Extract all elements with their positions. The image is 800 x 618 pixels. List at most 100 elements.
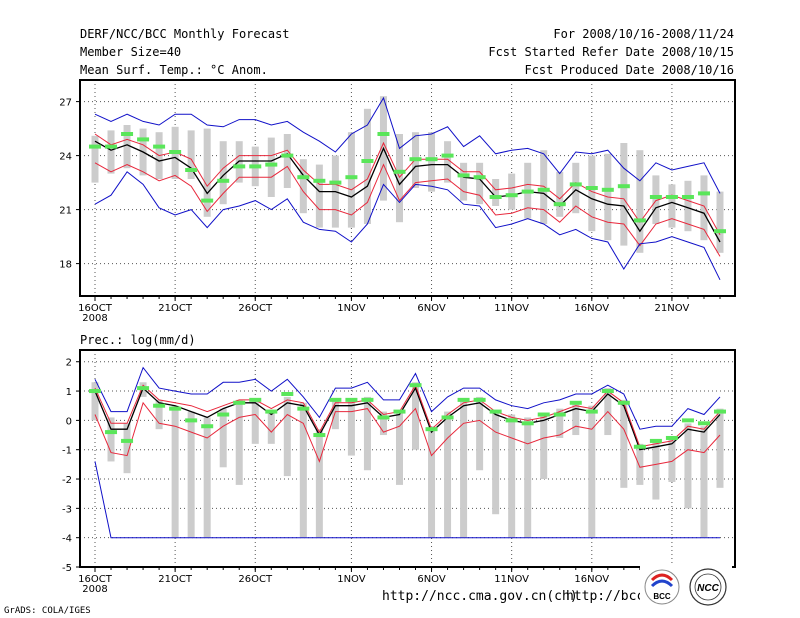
range-bar bbox=[620, 399, 628, 488]
observed-marker bbox=[217, 178, 230, 183]
observed-marker bbox=[569, 400, 582, 405]
observed-marker bbox=[297, 175, 310, 180]
range-bar bbox=[251, 399, 259, 444]
observed-marker bbox=[377, 132, 390, 136]
observed-marker bbox=[233, 164, 246, 169]
observed-marker bbox=[121, 132, 134, 136]
range-bar bbox=[283, 134, 291, 188]
member-size: Member Size=40 bbox=[80, 45, 182, 59]
range-bar bbox=[107, 417, 115, 462]
observed-marker bbox=[441, 153, 454, 158]
observed-marker bbox=[361, 397, 374, 402]
series-line-ensemble-min bbox=[94, 461, 720, 539]
observed-marker bbox=[425, 157, 438, 162]
observed-marker bbox=[601, 187, 614, 192]
range-bar bbox=[588, 405, 596, 538]
precip-label: Prec.: log(mm/d) bbox=[80, 333, 196, 347]
series-line-lower-spread bbox=[94, 162, 721, 257]
observed-marker bbox=[281, 153, 294, 158]
observed-marker bbox=[473, 175, 486, 180]
start-date: Fcst Started Refer Date 2008/10/15 bbox=[488, 45, 734, 59]
range-bar bbox=[428, 426, 436, 538]
observed-marker bbox=[697, 421, 710, 426]
range-bar bbox=[652, 440, 660, 500]
range-bar bbox=[91, 135, 99, 183]
observed-marker bbox=[153, 403, 166, 408]
plot-frame bbox=[79, 349, 736, 568]
observed-marker bbox=[665, 435, 678, 440]
range-bar bbox=[187, 130, 195, 179]
observed-marker bbox=[409, 157, 422, 162]
range-bar bbox=[620, 143, 628, 246]
observed-marker bbox=[714, 229, 726, 234]
range-bar bbox=[668, 184, 676, 228]
ncc-url[interactable]: http://ncc.cma.gov.cn(ch) bbox=[382, 589, 578, 604]
observed-marker bbox=[201, 198, 214, 203]
series-line-upper-spread bbox=[94, 384, 721, 448]
x-tick-label: 16OCT bbox=[78, 303, 113, 314]
range-bar bbox=[700, 175, 708, 241]
observed-marker bbox=[617, 400, 630, 405]
observed-marker bbox=[233, 400, 246, 405]
range-bar bbox=[123, 423, 131, 474]
range-bar bbox=[123, 125, 131, 169]
plot-frame bbox=[79, 79, 736, 297]
observed-marker bbox=[585, 409, 598, 414]
forecast-period: For 2008/10/16-2008/11/24 bbox=[553, 27, 734, 41]
observed-marker bbox=[89, 389, 101, 394]
observed-marker bbox=[489, 195, 502, 199]
series-line-ensemble-mean bbox=[94, 140, 721, 243]
produced-date: Fcst Produced Date 2008/10/16 bbox=[524, 63, 734, 77]
series-line-ensemble-max bbox=[94, 96, 721, 194]
observed-marker bbox=[185, 168, 198, 172]
range-bar bbox=[219, 408, 227, 468]
observed-marker bbox=[649, 438, 662, 443]
observed-marker bbox=[409, 383, 422, 388]
observed-marker bbox=[137, 137, 150, 142]
bcc-logo-text: BCC bbox=[653, 592, 671, 601]
range-bar bbox=[460, 162, 468, 201]
y-tick-label: -2 bbox=[62, 475, 72, 486]
variable-label: Mean Surf. Temp.: °C Anom. bbox=[80, 63, 268, 77]
logo-area: BCC NCC bbox=[640, 566, 732, 608]
observed-marker bbox=[649, 195, 662, 199]
bcc-url[interactable]: http://bcc.c bbox=[566, 589, 660, 604]
observed-marker bbox=[714, 409, 726, 414]
range-bar bbox=[315, 164, 323, 228]
range-bar bbox=[572, 402, 580, 436]
range-bar bbox=[203, 417, 211, 538]
ncc-logo-text: NCC bbox=[697, 583, 719, 594]
observed-marker bbox=[89, 144, 101, 149]
range-bar bbox=[636, 443, 644, 485]
observed-marker bbox=[505, 418, 518, 423]
observed-marker bbox=[441, 415, 454, 420]
range-bar bbox=[460, 399, 468, 538]
range-bar bbox=[347, 132, 355, 228]
series-line-lower-spread bbox=[94, 401, 721, 468]
range-bar bbox=[331, 399, 339, 430]
range-bar bbox=[716, 408, 724, 488]
x-tick-label: 6NOV bbox=[417, 574, 446, 585]
range-bar bbox=[668, 437, 676, 482]
x-tick-label: 26OCT bbox=[238, 303, 273, 314]
range-bar bbox=[540, 150, 548, 224]
range-bar bbox=[395, 134, 403, 223]
range-bar bbox=[524, 417, 532, 538]
y-tick-label: 1 bbox=[66, 387, 72, 398]
series-line-ensemble-min bbox=[94, 171, 721, 281]
observed-marker bbox=[585, 186, 598, 190]
y-tick-label: 18 bbox=[59, 260, 72, 271]
observed-marker bbox=[601, 389, 614, 394]
range-bar bbox=[299, 159, 307, 214]
observed-marker bbox=[105, 144, 118, 149]
range-bar bbox=[219, 141, 227, 205]
observed-marker bbox=[633, 218, 646, 223]
range-bar bbox=[107, 130, 115, 174]
range-bar bbox=[267, 411, 275, 444]
observed-marker bbox=[505, 193, 518, 198]
range-bar bbox=[299, 402, 307, 538]
range-bar bbox=[171, 405, 179, 538]
range-bar bbox=[315, 429, 323, 538]
observed-marker bbox=[249, 164, 262, 169]
